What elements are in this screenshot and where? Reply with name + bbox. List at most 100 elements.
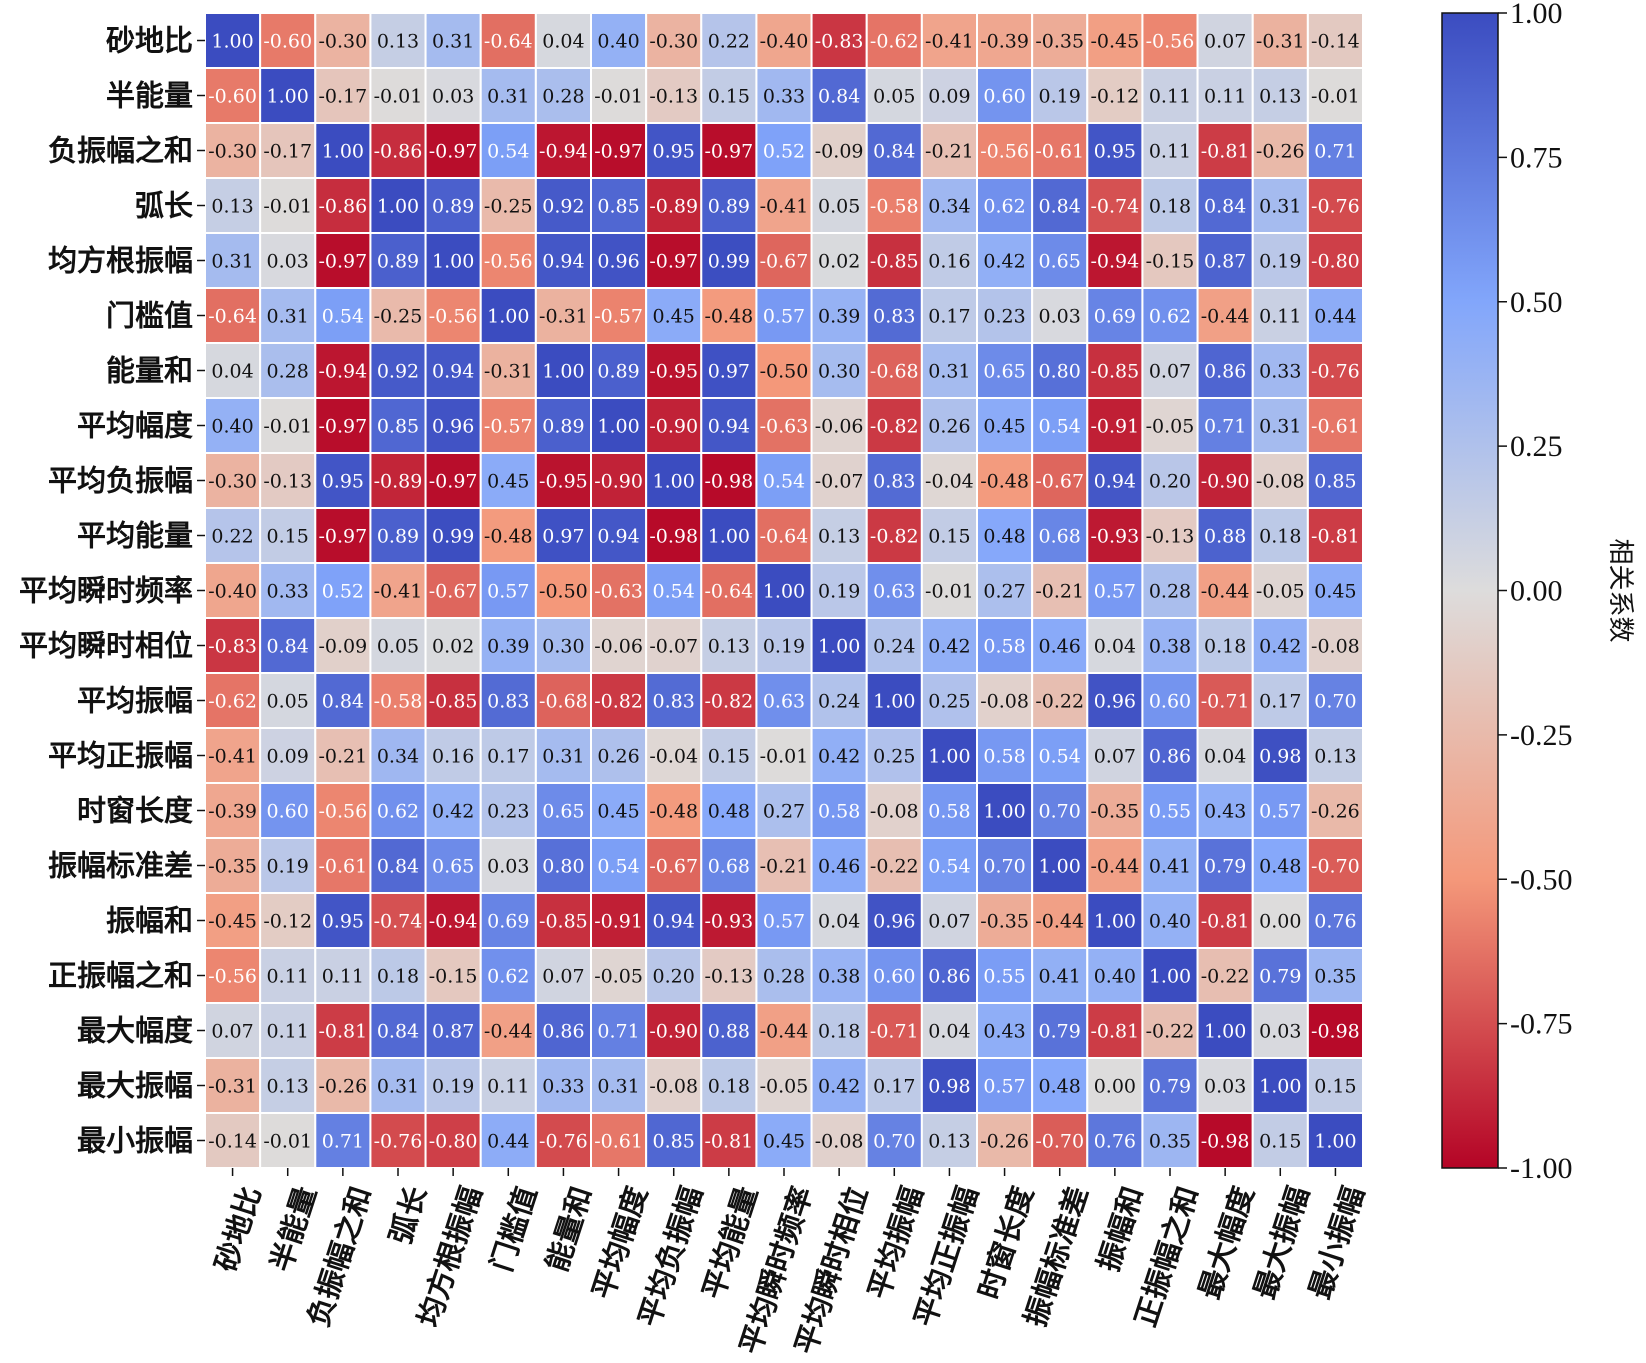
row-label: 平均瞬时相位 xyxy=(19,629,193,663)
cell-value-label: 0.45 xyxy=(487,471,529,493)
cell-value-label: -0.12 xyxy=(263,911,312,933)
heatmap-cell xyxy=(369,672,427,729)
cell-value-label: 0.38 xyxy=(818,966,860,988)
cell-value-label: -0.57 xyxy=(484,416,533,438)
cell-value-label: 0.19 xyxy=(1039,86,1081,108)
cell-value-label: -0.56 xyxy=(318,801,367,823)
cell-value-label: 0.28 xyxy=(267,361,309,383)
cell-value-label: 0.48 xyxy=(1259,856,1301,878)
heatmap-cell xyxy=(810,12,868,69)
cell-value-label: -0.50 xyxy=(539,581,588,603)
cell-value-label: -0.44 xyxy=(1201,581,1250,603)
row-label: 正振幅之和 xyxy=(48,959,193,993)
heatmap-cell xyxy=(755,727,813,784)
cell-value-label: -0.22 xyxy=(1146,1021,1195,1043)
colorbar-tick-label: 0.25 xyxy=(1510,430,1563,463)
heatmap-cell xyxy=(314,1002,372,1059)
cell-value-label: 0.18 xyxy=(708,1076,750,1098)
cell-value-label: 0.54 xyxy=(487,141,529,163)
heatmap-cell xyxy=(369,947,427,1004)
cell-value-label: 0.05 xyxy=(873,86,915,108)
cell-value-label: 0.28 xyxy=(763,966,805,988)
cell-value-label: -0.01 xyxy=(1311,86,1360,108)
cell-value-label: 0.94 xyxy=(432,361,474,383)
heatmap-cell xyxy=(810,177,868,234)
heatmap-cell xyxy=(1141,177,1199,234)
cell-value-label: 0.45 xyxy=(763,1131,805,1153)
heatmap-cell xyxy=(314,287,372,344)
heatmap-cell xyxy=(479,947,537,1004)
heatmap-cell xyxy=(810,122,868,179)
cell-value-label: 1.00 xyxy=(653,471,695,493)
heatmap-cell xyxy=(534,507,592,564)
heatmap-cell xyxy=(865,1057,923,1114)
heatmap-cell xyxy=(1196,397,1254,454)
heatmap-cell xyxy=(1141,892,1199,949)
cell-value-label: 0.97 xyxy=(708,361,750,383)
cell-value-label: 0.18 xyxy=(1204,636,1246,658)
heatmap-cell xyxy=(590,397,648,454)
cell-value-label: -0.21 xyxy=(760,856,809,878)
heatmap-cell xyxy=(1306,452,1365,509)
cell-value-label: -0.48 xyxy=(980,471,1029,493)
cell-value-label: 0.41 xyxy=(1039,966,1081,988)
cell-value-label: -0.56 xyxy=(484,251,533,273)
cell-value-label: 0.19 xyxy=(267,856,309,878)
cell-value-label: 0.83 xyxy=(873,471,915,493)
column-label: 能量和 xyxy=(539,1182,598,1275)
cell-value-label: 0.88 xyxy=(708,1021,750,1043)
cell-value-label: 0.20 xyxy=(653,966,695,988)
cell-value-label: 0.85 xyxy=(597,196,639,218)
heatmap-cell xyxy=(1196,562,1254,619)
heatmap-cell xyxy=(314,177,372,234)
cell-value-label: -0.61 xyxy=(594,1131,643,1153)
heatmap-cell xyxy=(976,67,1034,124)
heatmap-cell xyxy=(1196,177,1254,234)
cell-value-label: 0.60 xyxy=(873,966,915,988)
cell-value-label: -0.63 xyxy=(760,416,809,438)
heatmap-cell xyxy=(424,287,482,344)
cell-value-label: -0.22 xyxy=(1035,691,1084,713)
heatmap-cell xyxy=(1306,837,1365,894)
cell-value-label: 0.35 xyxy=(1314,966,1356,988)
cell-value-label: -0.13 xyxy=(1146,526,1195,548)
heatmap-cell xyxy=(645,892,703,949)
heatmap-cell xyxy=(590,122,648,179)
cell-value-label: 0.04 xyxy=(818,911,860,933)
heatmap-cell xyxy=(1031,177,1089,234)
cell-value-label: -0.68 xyxy=(539,691,588,713)
cell-value-label: -0.17 xyxy=(318,86,367,108)
heatmap-cell xyxy=(976,232,1034,289)
cell-value-label: 0.31 xyxy=(267,306,309,328)
cell-value-label: 0.83 xyxy=(487,691,529,713)
heatmap-cell xyxy=(1196,122,1254,179)
heatmap-cell xyxy=(865,122,923,179)
heatmap-cell xyxy=(1196,1057,1254,1114)
row-label: 平均负振幅 xyxy=(48,464,193,498)
cell-value-label: 0.97 xyxy=(542,526,584,548)
heatmap-cell xyxy=(590,452,648,509)
heatmap-cell xyxy=(204,67,262,124)
cell-value-label: 0.68 xyxy=(1039,526,1081,548)
heatmap-cell xyxy=(424,232,482,289)
cell-value-label: -0.70 xyxy=(1311,856,1360,878)
cell-value-label: 0.60 xyxy=(267,801,309,823)
cell-value-label: -0.08 xyxy=(980,691,1029,713)
cell-value-label: -0.60 xyxy=(263,31,312,53)
cell-value-label: -0.56 xyxy=(429,306,478,328)
heatmap-cell xyxy=(1306,617,1365,674)
cell-value-label: -0.71 xyxy=(870,1021,919,1043)
heatmap-cell xyxy=(1196,452,1254,509)
heatmap-cell xyxy=(1251,452,1309,509)
colorbar-label: 相关系数 xyxy=(1605,538,1635,642)
cell-value-label: -0.64 xyxy=(760,526,809,548)
cell-value-label: -0.98 xyxy=(1311,1021,1360,1043)
heatmap-cell xyxy=(920,672,978,729)
cell-value-label: 0.71 xyxy=(597,1021,639,1043)
cell-value-label: 0.62 xyxy=(983,196,1025,218)
cell-value-label: 0.31 xyxy=(487,86,529,108)
cell-value-label: 1.00 xyxy=(1204,1021,1246,1043)
heatmap-cell xyxy=(204,397,262,454)
cell-value-label: 0.13 xyxy=(267,1076,309,1098)
